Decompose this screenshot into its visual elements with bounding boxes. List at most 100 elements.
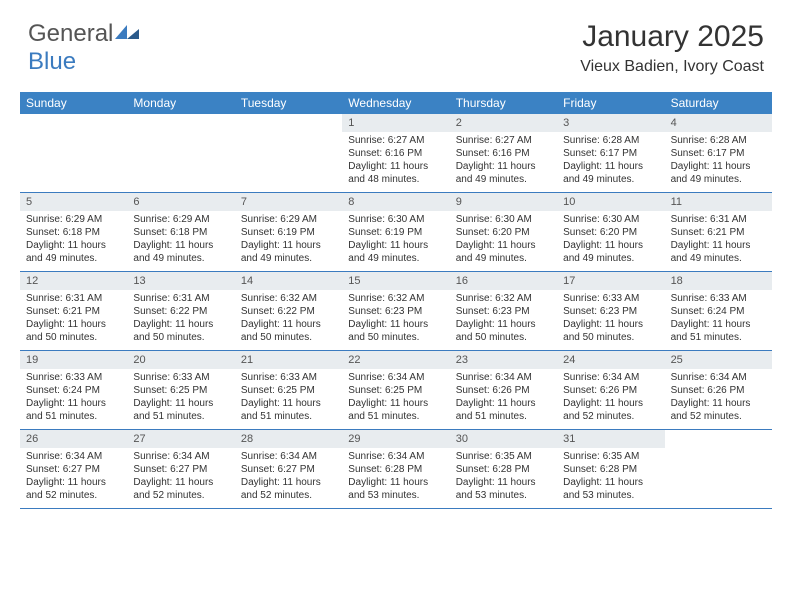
daylight-line1: Daylight: 11 hours — [671, 318, 766, 331]
day-cell: 10Sunrise: 6:30 AMSunset: 6:20 PMDayligh… — [557, 193, 664, 271]
day-cell: 30Sunrise: 6:35 AMSunset: 6:28 PMDayligh… — [450, 430, 557, 508]
day-header-cell: Wednesday — [342, 92, 449, 114]
daylight-line2: and 51 minutes. — [133, 410, 228, 423]
sunrise-text: Sunrise: 6:34 AM — [456, 371, 551, 384]
daylight-line2: and 49 minutes. — [456, 252, 551, 265]
logo-text-gray: General — [28, 20, 113, 47]
day-cell: 2Sunrise: 6:27 AMSunset: 6:16 PMDaylight… — [450, 114, 557, 192]
day-body: Sunrise: 6:33 AMSunset: 6:24 PMDaylight:… — [665, 290, 772, 348]
day-number: 9 — [450, 193, 557, 211]
day-number: 4 — [665, 114, 772, 132]
sunset-text: Sunset: 6:26 PM — [456, 384, 551, 397]
daylight-line1: Daylight: 11 hours — [348, 476, 443, 489]
day-body: Sunrise: 6:31 AMSunset: 6:22 PMDaylight:… — [127, 290, 234, 348]
day-header-row: SundayMondayTuesdayWednesdayThursdayFrid… — [20, 92, 772, 114]
daylight-line2: and 52 minutes. — [671, 410, 766, 423]
day-number: 11 — [665, 193, 772, 211]
day-cell: 23 Sunrise: 6:34 AMSunset: 6:26 PMDayligh… — [450, 351, 557, 429]
day-cell: 6Sunrise: 6:29 AMSunset: 6:18 PMDaylight… — [127, 193, 234, 271]
day-body: Sunrise: 6:29 AMSunset: 6:18 PMDaylight:… — [127, 211, 234, 269]
day-number: 5 — [20, 193, 127, 211]
day-cell: 31Sunrise: 6:35 AMSunset: 6:28 PMDayligh… — [557, 430, 664, 508]
sunset-text: Sunset: 6:28 PM — [456, 463, 551, 476]
day-number: 31 — [557, 430, 664, 448]
sunrise-text: Sunrise: 6:27 AM — [456, 134, 551, 147]
day-number: 24 — [557, 351, 664, 369]
sunrise-text: Sunrise: 6:27 AM — [348, 134, 443, 147]
daylight-line1: Daylight: 11 hours — [133, 318, 228, 331]
daylight-line1: Daylight: 11 hours — [456, 239, 551, 252]
sunrise-text: Sunrise: 6:34 AM — [563, 371, 658, 384]
sunset-text: Sunset: 6:16 PM — [456, 147, 551, 160]
sunset-text: Sunset: 6:27 PM — [26, 463, 121, 476]
sunset-text: Sunset: 6:27 PM — [241, 463, 336, 476]
daylight-line2: and 49 minutes. — [671, 252, 766, 265]
daylight-line2: and 50 minutes. — [348, 331, 443, 344]
day-cell: 26Sunrise: 6:34 AMSunset: 6:27 PMDayligh… — [20, 430, 127, 508]
sunset-text: Sunset: 6:25 PM — [348, 384, 443, 397]
daylight-line1: Daylight: 11 hours — [26, 476, 121, 489]
sunset-text: Sunset: 6:18 PM — [133, 226, 228, 239]
logo: General Blue — [28, 20, 141, 76]
daylight-line2: and 52 minutes. — [26, 489, 121, 502]
day-cell: 20Sunrise: 6:33 AMSunset: 6:25 PMDayligh… — [127, 351, 234, 429]
week-row: 19Sunrise: 6:33 AMSunset: 6:24 PMDayligh… — [20, 351, 772, 430]
sunrise-text: Sunrise: 6:28 AM — [671, 134, 766, 147]
daylight-line2: and 49 minutes. — [348, 252, 443, 265]
daylight-line1: Daylight: 11 hours — [241, 476, 336, 489]
day-number: 27 — [127, 430, 234, 448]
sunset-text: Sunset: 6:17 PM — [563, 147, 658, 160]
sunset-text: Sunset: 6:27 PM — [133, 463, 228, 476]
daylight-line2: and 51 minutes. — [456, 410, 551, 423]
sunset-text: Sunset: 6:24 PM — [671, 305, 766, 318]
sunrise-text: Sunrise: 6:35 AM — [456, 450, 551, 463]
day-body: Sunrise: 6:34 AMSunset: 6:28 PMDaylight:… — [342, 448, 449, 506]
sunset-text: Sunset: 6:17 PM — [671, 147, 766, 160]
day-cell — [235, 114, 342, 192]
day-number: 22 — [342, 351, 449, 369]
daylight-line1: Daylight: 11 hours — [348, 318, 443, 331]
daylight-line2: and 51 minutes. — [671, 331, 766, 344]
daylight-line2: and 53 minutes. — [563, 489, 658, 502]
sunset-text: Sunset: 6:26 PM — [563, 384, 658, 397]
day-body: Sunrise: 6:34 AMSunset: 6:27 PMDaylight:… — [127, 448, 234, 506]
daylight-line1: Daylight: 11 hours — [26, 239, 121, 252]
day-body: Sunrise: 6:32 AMSunset: 6:22 PMDaylight:… — [235, 290, 342, 348]
day-cell: 21Sunrise: 6:33 AMSunset: 6:25 PMDayligh… — [235, 351, 342, 429]
day-number — [20, 114, 127, 132]
sunrise-text: Sunrise: 6:31 AM — [133, 292, 228, 305]
daylight-line1: Daylight: 11 hours — [456, 397, 551, 410]
day-body: Sunrise: 6:32 AMSunset: 6:23 PMDaylight:… — [450, 290, 557, 348]
daylight-line2: and 49 minutes. — [241, 252, 336, 265]
day-number: 23 — [450, 351, 557, 369]
sunrise-text: Sunrise: 6:32 AM — [241, 292, 336, 305]
title-block: January 2025 Vieux Badien, Ivory Coast — [580, 20, 764, 76]
sunrise-text: Sunrise: 6:30 AM — [456, 213, 551, 226]
day-body: Sunrise: 6:33 AMSunset: 6:23 PMDaylight:… — [557, 290, 664, 348]
day-header-cell: Sunday — [20, 92, 127, 114]
sunset-text: Sunset: 6:23 PM — [563, 305, 658, 318]
sunset-text: Sunset: 6:22 PM — [133, 305, 228, 318]
day-body: Sunrise: 6:28 AMSunset: 6:17 PMDaylight:… — [557, 132, 664, 190]
sunrise-text: Sunrise: 6:34 AM — [133, 450, 228, 463]
daylight-line2: and 49 minutes. — [563, 173, 658, 186]
day-body: Sunrise: 6:31 AMSunset: 6:21 PMDaylight:… — [20, 290, 127, 348]
day-body: Sunrise: 6:35 AMSunset: 6:28 PMDaylight:… — [450, 448, 557, 506]
sunset-text: Sunset: 6:24 PM — [26, 384, 121, 397]
day-cell: 28Sunrise: 6:34 AMSunset: 6:27 PMDayligh… — [235, 430, 342, 508]
daylight-line1: Daylight: 11 hours — [456, 160, 551, 173]
daylight-line1: Daylight: 11 hours — [241, 318, 336, 331]
day-number: 3 — [557, 114, 664, 132]
daylight-line2: and 49 minutes. — [671, 173, 766, 186]
daylight-line2: and 49 minutes. — [456, 173, 551, 186]
page-header: General Blue January 2025 Vieux Badien, … — [0, 0, 792, 84]
day-number: 26 — [20, 430, 127, 448]
day-cell: 9Sunrise: 6:30 AMSunset: 6:20 PMDaylight… — [450, 193, 557, 271]
day-cell — [20, 114, 127, 192]
daylight-line1: Daylight: 11 hours — [241, 397, 336, 410]
sunset-text: Sunset: 6:22 PM — [241, 305, 336, 318]
day-body: Sunrise: 6:34 AMSunset: 6:26 PMDaylight:… — [665, 369, 772, 427]
sunrise-text: Sunrise: 6:29 AM — [26, 213, 121, 226]
daylight-line1: Daylight: 11 hours — [563, 160, 658, 173]
day-number: 30 — [450, 430, 557, 448]
